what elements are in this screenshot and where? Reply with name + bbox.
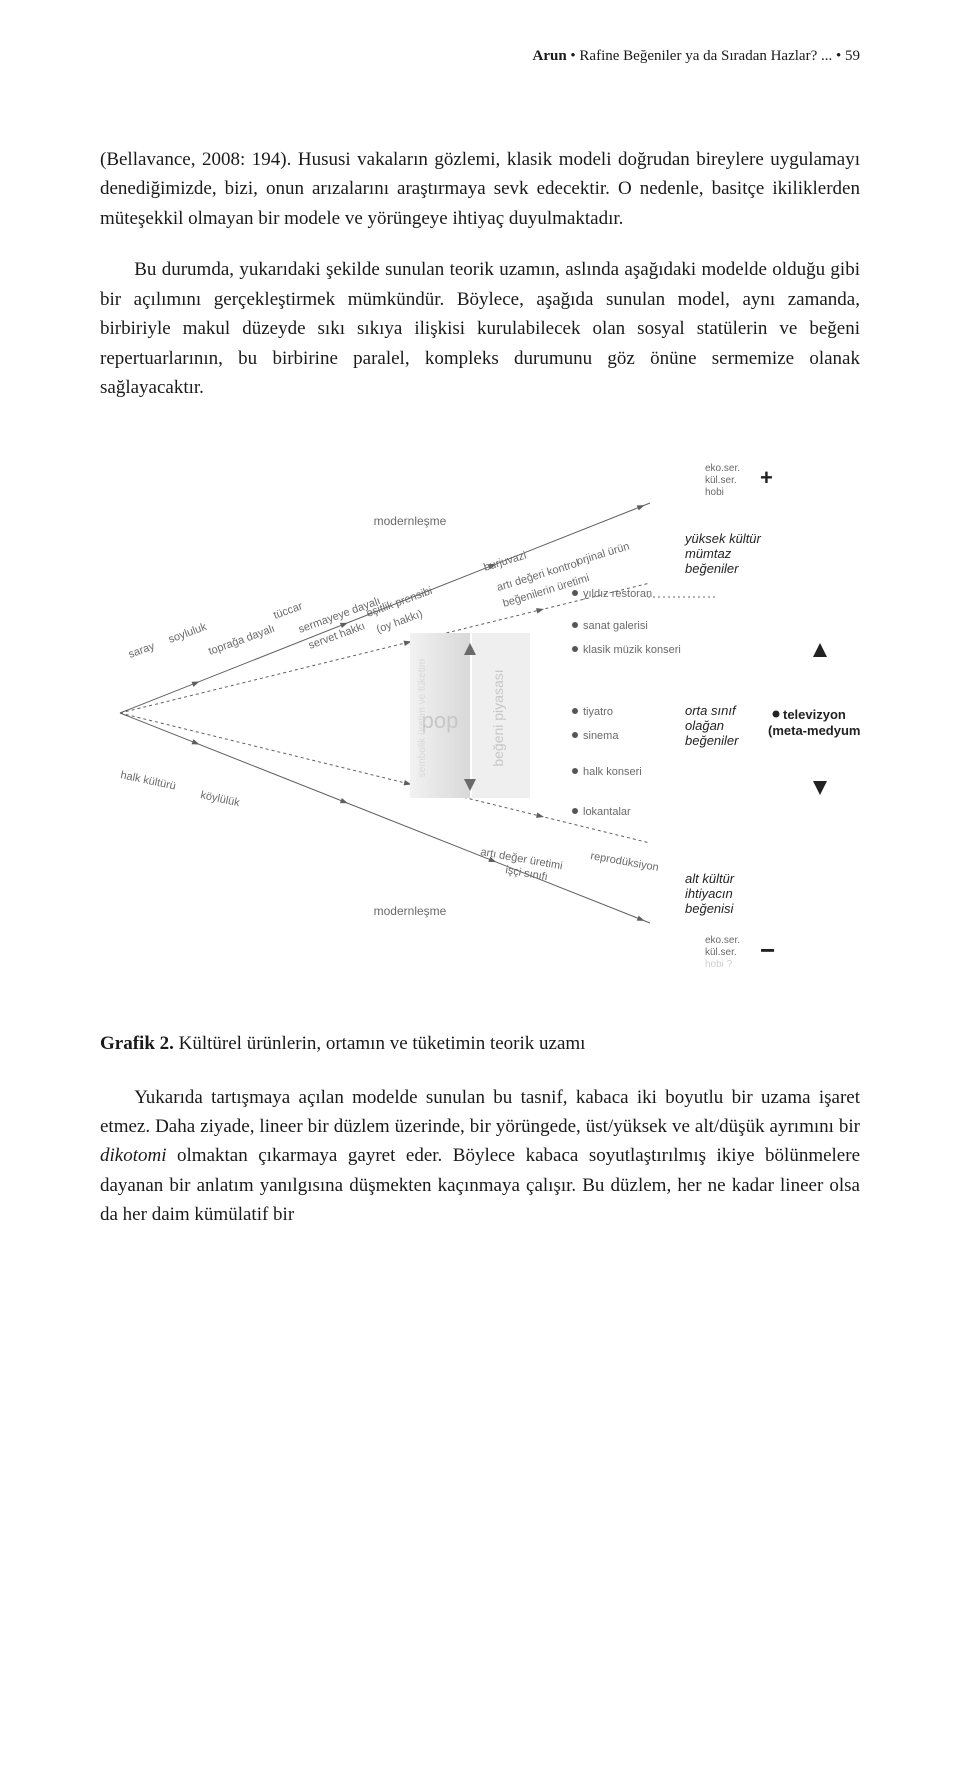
p3-italic: dikotomi: [100, 1145, 167, 1166]
svg-text:halk kültürü: halk kültürü: [119, 769, 177, 792]
svg-text:halk konseri: halk konseri: [583, 766, 642, 778]
svg-text:beğeniler: beğeniler: [685, 733, 739, 748]
svg-text:beğenisi: beğenisi: [685, 901, 735, 916]
svg-text:orta sınıf: orta sınıf: [685, 703, 737, 718]
svg-text:sembolik üretim ve tüketim: sembolik üretim ve tüketim: [417, 658, 428, 776]
svg-text:eko.ser.: eko.ser.: [705, 463, 740, 474]
svg-text:+: +: [760, 465, 773, 490]
svg-text:kül.ser.: kül.ser.: [705, 947, 737, 958]
caption-label: Grafik 2.: [100, 1033, 174, 1054]
header-author: Arun: [532, 48, 566, 64]
svg-text:sinema: sinema: [583, 730, 619, 742]
svg-text:tüccar: tüccar: [272, 600, 305, 622]
svg-text:yüksek kültür: yüksek kültür: [684, 531, 762, 546]
svg-text:orjinal ürün: orjinal ürün: [575, 540, 631, 567]
caption-text: Kültürel ürünlerin, ortamın ve tüketimin…: [174, 1033, 586, 1054]
header-title: • Rafine Beğeniler ya da Sıradan Hazlar?: [567, 48, 818, 64]
svg-text:köylülük: köylülük: [199, 789, 241, 809]
svg-text:reprodüksiyon: reprodüksiyon: [589, 850, 659, 874]
svg-text:tiyatro: tiyatro: [583, 706, 613, 718]
figure-grafik-2: popbeğeni piyasasısembolik üretim ve tük…: [100, 433, 860, 993]
svg-text:lokantalar: lokantalar: [583, 806, 631, 818]
svg-text:beğeni piyasası: beğeni piyasası: [490, 669, 506, 766]
svg-text:saray: saray: [127, 640, 157, 661]
paragraph-1: (Bellavance, 2008: 194). Hususi vakaları…: [100, 145, 860, 233]
svg-text:toprağa dayalı: toprağa dayalı: [207, 622, 277, 657]
svg-text:eko.ser.: eko.ser.: [705, 935, 740, 946]
svg-text:klasik müzik konseri: klasik müzik konseri: [583, 644, 681, 656]
svg-text:hobi ?: hobi ?: [705, 959, 733, 970]
svg-text:beğeniler: beğeniler: [685, 561, 739, 576]
svg-text:hobi: hobi: [705, 487, 724, 498]
svg-text:modernleşme: modernleşme: [374, 514, 447, 528]
figure-caption: Grafik 2. Kültürel ürünlerin, ortamın ve…: [100, 1033, 860, 1055]
svg-text:burjuvazi: burjuvazi: [482, 549, 528, 573]
svg-text:yıldız restoran: yıldız restoran: [583, 588, 652, 600]
header-page: ... • 59: [817, 48, 860, 64]
diagram-svg: popbeğeni piyasasısembolik üretim ve tük…: [100, 433, 860, 993]
svg-text:sanat galerisi: sanat galerisi: [583, 620, 648, 632]
p3-a: Yukarıda tartışmaya açılan modelde sunul…: [100, 1087, 860, 1137]
svg-text:−: −: [760, 935, 775, 965]
svg-text:olağan: olağan: [685, 718, 724, 733]
svg-text:alt kültür: alt kültür: [685, 871, 735, 886]
svg-text:soyluluk: soyluluk: [167, 620, 209, 645]
p3-b: olmaktan çıkarmaya gayret eder. Böylece …: [100, 1145, 860, 1225]
svg-text:ihtiyacın: ihtiyacın: [685, 886, 733, 901]
svg-text:(meta-medyum): (meta-medyum): [768, 723, 860, 738]
svg-text:mümtaz: mümtaz: [685, 546, 732, 561]
svg-text:televizyon: televizyon: [783, 707, 846, 722]
running-head: Arun • Rafine Beğeniler ya da Sıradan Ha…: [100, 48, 860, 65]
svg-text:kül.ser.: kül.ser.: [705, 475, 737, 486]
paragraph-3: Yukarıda tartışmaya açılan modelde sunul…: [100, 1083, 860, 1230]
paragraph-2: Bu durumda, yukarıdaki şekilde sunulan t…: [100, 255, 860, 402]
svg-text:modernleşme: modernleşme: [374, 904, 447, 918]
